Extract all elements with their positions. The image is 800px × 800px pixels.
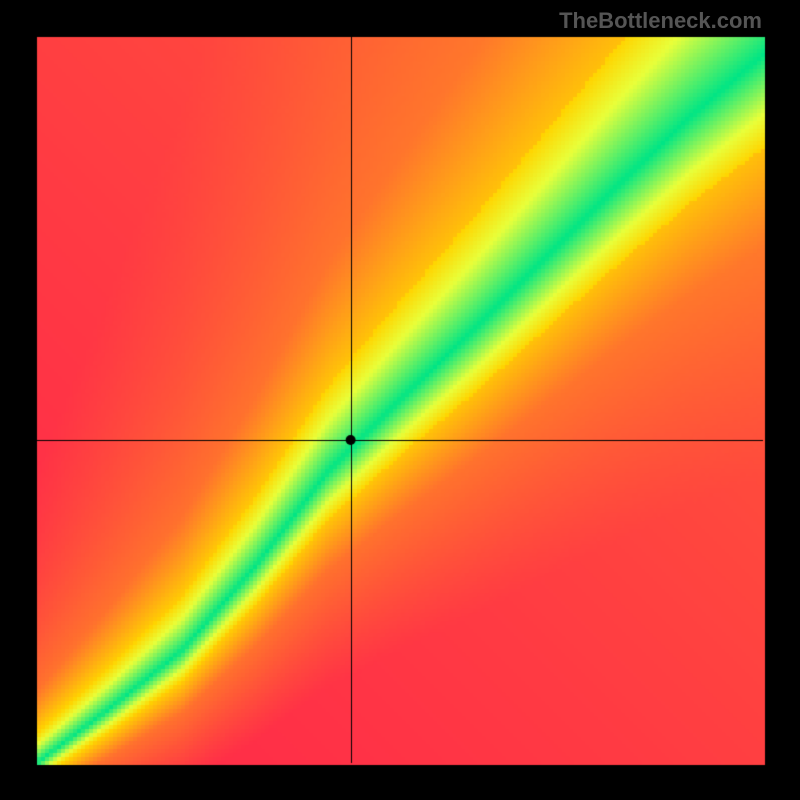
watermark-text: TheBottleneck.com xyxy=(559,8,762,34)
figure-root: TheBottleneck.com xyxy=(0,0,800,800)
heatmap-canvas xyxy=(0,0,800,800)
